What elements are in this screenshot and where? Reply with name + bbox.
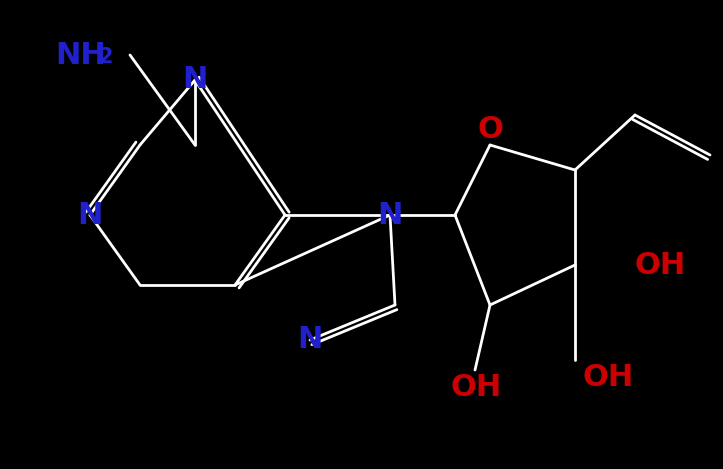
Text: 2: 2	[98, 47, 113, 67]
Text: OH: OH	[635, 250, 686, 280]
Text: OH: OH	[450, 373, 501, 402]
Text: OH: OH	[582, 363, 633, 393]
Text: N: N	[182, 66, 208, 94]
Text: NH: NH	[55, 40, 106, 69]
Text: N: N	[377, 201, 403, 229]
Text: N: N	[77, 201, 103, 229]
Text: O: O	[477, 115, 503, 144]
Text: N: N	[297, 325, 322, 355]
